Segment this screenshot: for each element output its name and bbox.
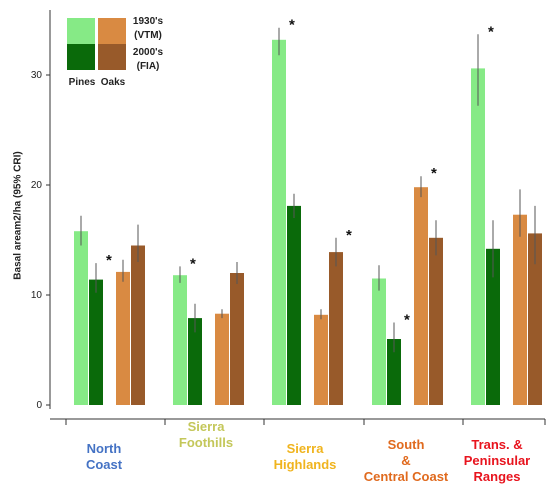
bar — [314, 314, 328, 405]
legend-swatch-pines-2000 — [67, 44, 95, 70]
bar — [131, 245, 145, 405]
bar — [116, 271, 130, 405]
bar — [230, 273, 244, 405]
category-label-sierra-highlands: Sierra Highlands — [273, 441, 337, 472]
legend-oaks-label: Oaks — [100, 77, 126, 88]
legend-period-1930: 1930's (VTM) — [132, 16, 164, 41]
bar — [272, 39, 286, 406]
bar — [513, 214, 527, 405]
legend-pines-label: Pines — [68, 77, 96, 88]
significance-marker: * — [488, 23, 494, 40]
legend-swatch-pines-1930 — [67, 18, 95, 44]
significance-marker: * — [404, 312, 410, 329]
y-tick-label: 10 — [31, 290, 43, 301]
bar — [188, 318, 202, 405]
bar — [215, 313, 229, 405]
bar — [528, 233, 542, 405]
significance-marker: * — [289, 17, 295, 34]
bar — [471, 68, 485, 406]
legend-swatch-oaks-1930 — [98, 18, 126, 44]
category-label-trans-peninsular: Trans. & Peninsular Ranges — [463, 437, 531, 484]
y-axis-label: Basal aream2/ha (95% CRI) — [12, 151, 24, 280]
bar — [486, 248, 500, 405]
legend-swatch-oaks-2000 — [98, 44, 126, 70]
bar — [173, 275, 187, 405]
bar — [387, 339, 401, 405]
bar — [372, 278, 386, 405]
y-tick-label: 0 — [36, 400, 42, 411]
y-tick-label: 30 — [31, 70, 43, 81]
bar — [287, 205, 301, 405]
bar — [89, 279, 103, 405]
category-label-sierra-foothills: Sierra Foothills — [178, 419, 234, 450]
significance-marker: * — [106, 252, 112, 269]
bar — [329, 252, 343, 405]
legend-period-2000: 2000's (FIA) — [132, 47, 164, 72]
bar — [429, 237, 443, 405]
bar — [414, 187, 428, 405]
bar — [74, 231, 88, 405]
significance-marker: * — [431, 165, 437, 182]
y-tick-label: 20 — [31, 180, 43, 191]
significance-marker: * — [190, 255, 196, 272]
category-label-south-central-coast: South & Central Coast — [363, 437, 449, 484]
significance-marker: * — [346, 227, 352, 244]
category-label-north-coast: North Coast — [85, 441, 123, 472]
